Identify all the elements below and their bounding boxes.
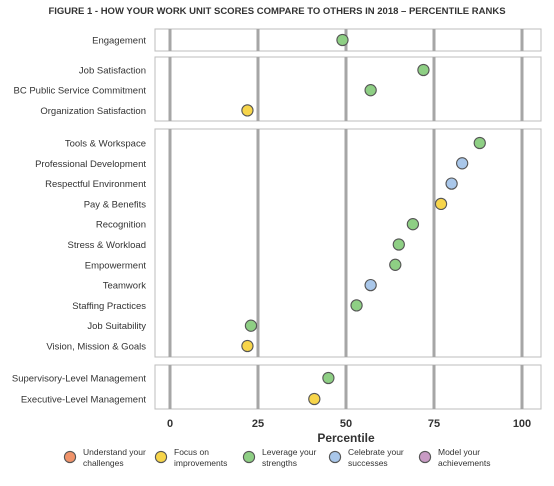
panel-2: Job Satisfaction BC Public Service Commit… [13,56,542,122]
category-label: Job Suitability [87,321,146,332]
legend-marker [242,450,256,464]
x-axis-title: Percentile [317,431,375,445]
legend-label: Understand your [83,447,146,457]
category-label: Supervisory-Level Management [12,374,146,385]
panel-4: Supervisory-Level Management Executive-Le… [12,364,542,410]
legend-marker [63,450,77,464]
x-tick-label: 50 [340,418,352,430]
panels: Engagement Job Satisfaction BC Public Serv… [12,28,542,410]
data-point [417,63,430,77]
data-point [241,104,254,117]
category-label: Tools & Workspace [65,139,146,150]
legend-label: Celebrate your [348,447,404,457]
category-label: Engagement [92,36,146,47]
x-tick-label: 25 [252,418,264,430]
x-axis-ticks: 0 25 50 75 100 [167,418,531,430]
data-point [364,84,377,97]
legend-label: Model your [438,447,480,457]
data-point [406,218,420,231]
category-label: Staffing Practices [72,301,146,312]
chart-title: FIGURE 1 - HOW YOUR WORK UNIT SCORES COM… [48,6,505,17]
data-point [308,392,321,406]
category-label: Empowerment [85,260,147,271]
data-point [392,238,405,251]
category-label: Professional Development [35,159,146,170]
panel-frame [154,128,542,358]
category-label: Organization Satisfaction [40,106,146,117]
panel-frame [154,364,542,410]
x-tick-label: 75 [428,418,440,430]
data-point [434,197,448,211]
panel-3: Tools & Workspace Professional Developmen… [35,128,542,358]
legend-label: successes [348,458,388,468]
data-point [364,278,377,292]
data-point [389,258,402,271]
data-point [456,157,469,170]
category-label: Stress & Workload [68,240,147,251]
category-label: BC Public Service Commitment [13,86,146,97]
legend-marker [418,450,432,464]
data-point [445,177,458,190]
data-point [336,33,349,47]
category-label: Job Satisfaction [79,66,146,77]
category-label: Respectful Environment [45,179,146,190]
data-point [244,319,258,332]
legend-marker [328,450,342,464]
category-label: Recognition [96,220,146,231]
x-tick-label: 0 [167,418,173,430]
legend-label: Focus on [174,447,209,457]
legend-label: Leverage your [262,447,317,457]
data-point [350,299,363,312]
panel-1: Engagement [92,28,542,52]
legend-label: improvements [174,458,227,468]
category-label: Pay & Benefits [84,199,147,210]
category-label: Vision, Mission & Goals [46,342,146,353]
category-label: Teamwork [103,281,147,292]
data-point [241,339,254,353]
data-point [322,371,335,385]
legend-label: challenges [83,458,124,468]
legend-label: strengths [262,458,297,468]
legend-label: achievements [438,458,490,468]
legend-marker [154,450,168,464]
category-label: Executive-Level Management [21,395,147,406]
data-point [473,136,486,150]
x-tick-label: 100 [513,418,531,430]
panel-frame [154,56,542,122]
